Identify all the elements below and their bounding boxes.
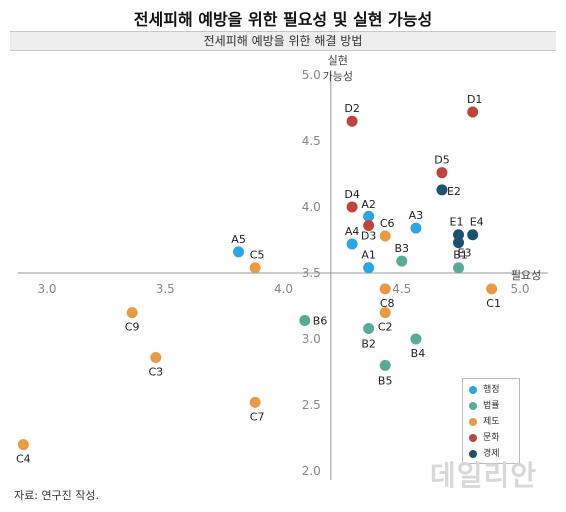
point-label-c1: C1 (486, 297, 501, 310)
chart-subtitle: 전세피해 예방을 위한 해결 방법 (10, 31, 556, 51)
point-label-c5: C5 (250, 249, 265, 262)
data-point-e3 (453, 237, 465, 249)
y-axis-label-line2: 가능성 (323, 70, 353, 83)
y-tick-label: 5.0 (302, 68, 321, 82)
x-tick-label: 4.0 (274, 282, 293, 296)
data-point-b5 (379, 359, 391, 371)
data-point-b6 (299, 315, 311, 327)
data-point-e4 (467, 229, 479, 241)
point-label-b2: B2 (361, 337, 376, 350)
y-tick-label: 2.5 (302, 398, 321, 412)
legend-swatch (469, 385, 477, 394)
legend-label: 제도 (483, 417, 500, 427)
data-point-c5 (249, 262, 261, 274)
point-label-d1: D1 (467, 93, 482, 106)
point-label-c7: C7 (250, 410, 265, 423)
point-label-c4: C4 (16, 453, 31, 466)
data-point-b4 (410, 333, 422, 345)
data-point-a1 (363, 262, 375, 274)
point-label-e2: E2 (447, 185, 461, 198)
x-tick-label: 3.0 (37, 282, 56, 296)
point-label-d2: D2 (344, 102, 359, 115)
point-label-b5: B5 (378, 374, 393, 387)
x-tick-label: 4.5 (392, 282, 411, 296)
data-point-c6 (379, 230, 391, 242)
chart-title: 전세피해 예방을 위한 필요성 및 실현 가능성 (133, 10, 433, 29)
legend-item: 제도 (469, 415, 500, 429)
y-tick-label: 4.5 (302, 134, 321, 148)
point-label-b6: B6 (313, 315, 328, 328)
point-label-b3: B3 (394, 242, 409, 255)
point-label-b4: B4 (411, 347, 426, 360)
x-tick-label: 3.5 (156, 282, 175, 296)
data-point-b2 (363, 322, 375, 334)
legend-swatch (469, 433, 477, 442)
legend-label: 행정 (483, 385, 500, 395)
y-tick-label: 2.0 (302, 464, 321, 478)
x-axis-label: 필요성 (511, 269, 541, 282)
legend-label: 법률 (483, 401, 500, 411)
point-label-e4: E4 (470, 216, 484, 229)
y-tick-label: 4.0 (302, 200, 321, 214)
data-point-b3 (396, 255, 408, 267)
data-point-a5 (233, 246, 245, 258)
data-point-b1 (453, 262, 465, 274)
point-label-c9: C9 (125, 321, 140, 334)
data-point-d1 (467, 106, 479, 118)
point-label-c3: C3 (148, 365, 163, 378)
data-point-a2 (363, 210, 375, 222)
data-point-c9 (126, 307, 138, 319)
point-label-a4: A4 (345, 225, 360, 238)
data-point-c8 (379, 283, 391, 295)
legend-label: 경제 (483, 449, 500, 459)
source-note: 자료: 연구진 작성. (14, 489, 100, 502)
point-label-e3: E3 (458, 247, 472, 260)
point-label-d5: D5 (434, 154, 449, 167)
x-tick-label: 5.0 (510, 282, 529, 296)
data-point-c3 (150, 351, 162, 363)
data-point-c1 (486, 283, 498, 295)
legend-swatch (469, 449, 477, 458)
point-label-c2: C2 (378, 321, 393, 334)
data-point-a4 (346, 238, 358, 250)
point-label-b1: B1 (453, 249, 468, 262)
watermark-logo: 데일리안 (430, 459, 538, 492)
y-tick-label: 3.0 (302, 332, 321, 346)
legend-item: 행정 (469, 383, 500, 397)
data-point-c7 (249, 396, 261, 408)
legend-item: 경제 (469, 447, 500, 461)
data-point-e1 (453, 229, 465, 241)
point-label-d4: D4 (344, 188, 359, 201)
data-point-a3 (410, 222, 422, 234)
point-label-c6: C6 (380, 217, 395, 230)
legend-swatch (469, 417, 477, 426)
legend-swatch (469, 401, 477, 410)
point-label-c8: C8 (380, 297, 395, 310)
point-label-a3: A3 (409, 209, 424, 222)
legend-item: 문화 (469, 431, 500, 445)
y-tick-label: 3.5 (302, 266, 321, 280)
data-point-d4 (346, 201, 358, 213)
point-label-d3: D3 (361, 229, 376, 242)
point-label-e1: E1 (450, 216, 464, 229)
data-point-d2 (346, 115, 358, 127)
data-point-c4 (17, 439, 29, 451)
data-point-c2 (379, 307, 391, 319)
data-point-d5 (436, 167, 448, 179)
data-point-e2 (436, 184, 448, 196)
legend-label: 문화 (483, 433, 500, 443)
legend-item: 법률 (469, 399, 500, 413)
point-label-a1: A1 (361, 249, 376, 262)
point-label-a2: A2 (361, 198, 376, 211)
y-axis-label-line1: 실현 (328, 54, 348, 67)
point-label-a5: A5 (231, 233, 246, 246)
data-point-d3 (363, 219, 375, 231)
